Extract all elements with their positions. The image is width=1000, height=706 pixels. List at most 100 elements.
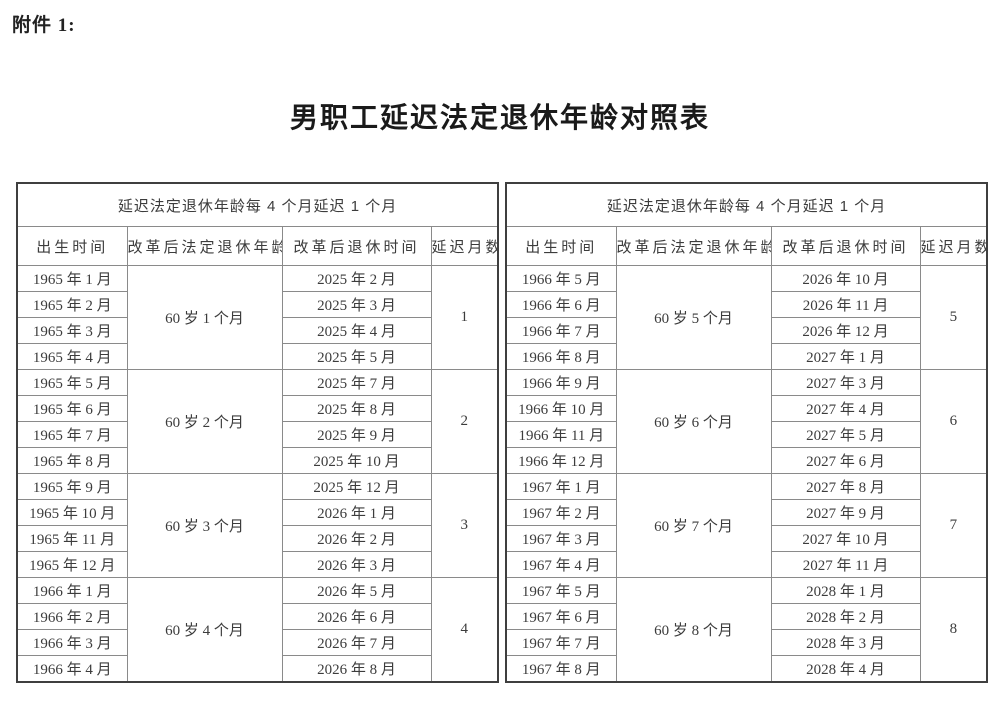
table-row: 1965 年 6 月 2025 年 8 月 [16,395,498,422]
table-row: 1966 年 4 月 2026 年 8 月 [16,655,498,683]
retire-date-cell: 2026 年 5 月 [281,577,432,604]
birth-date-cell: 1965 年 1 月 [16,265,128,292]
group-header-cell: 延迟法定退休年龄每 4 个月延迟 1 个月 [16,182,499,227]
table-row: 1966 年 10 月 2027 年 4 月 [505,395,987,422]
column-header-cell: 改革后退休时间 [770,226,921,266]
birth-date-cell: 1967 年 8 月 [505,655,617,683]
birth-date-cell: 1967 年 1 月 [505,473,617,500]
birth-date-cell: 1965 年 6 月 [16,395,128,422]
birth-date-cell: 1967 年 4 月 [505,551,617,578]
retire-date-cell: 2026 年 8 月 [281,655,432,683]
column-header-row: 出生时间 改革后法定退休年龄 改革后退休时间 延迟月数 [16,226,499,266]
group-header-row: 延迟法定退休年龄每 4 个月延迟 1 个月 [505,182,988,227]
group-header-row: 延迟法定退休年龄每 4 个月延迟 1 个月 [16,182,499,227]
column-header-cell: 改革后法定退休年龄 [615,226,772,266]
retire-date-cell: 2027 年 1 月 [770,343,921,370]
table-row: 1965 年 4 月 2025 年 5 月 [16,343,498,370]
retire-date-cell: 2025 年 3 月 [281,291,432,318]
birth-date-cell: 1967 年 6 月 [505,603,617,630]
column-header-cell: 出生时间 [505,226,617,266]
retirement-age-cell: 60 岁 7 个月 [615,473,772,578]
table-row: 1966 年 7 月 2026 年 12 月 [505,317,987,344]
retirement-table-left: 延迟法定退休年龄每 4 个月延迟 1 个月 出生时间 改革后法定退休年龄 改革后退休时… [16,182,500,683]
table-row: 1965 年 3 月 2025 年 4 月 [16,317,498,344]
retire-date-cell: 2025 年 7 月 [281,369,432,396]
retire-date-cell: 2025 年 12 月 [281,473,432,500]
birth-date-cell: 1967 年 7 月 [505,629,617,656]
retire-date-cell: 2026 年 1 月 [281,499,432,526]
retire-date-cell: 2028 年 3 月 [770,629,921,656]
column-header-row: 出生时间 改革后法定退休年龄 改革后退休时间 延迟月数 [505,226,988,266]
table-row: 1967 年 6 月 2028 年 2 月 [505,603,987,630]
birth-date-cell: 1966 年 9 月 [505,369,617,396]
table-row: 1965 年 10 月 2026 年 1 月 [16,499,498,526]
birth-date-cell: 1966 年 5 月 [505,265,617,292]
retirement-age-cell: 60 岁 6 个月 [615,369,772,474]
birth-date-cell: 1965 年 4 月 [16,343,128,370]
birth-date-cell: 1965 年 5 月 [16,369,128,396]
birth-date-cell: 1966 年 2 月 [16,603,128,630]
birth-date-cell: 1966 年 4 月 [16,655,128,683]
delay-months-cell: 7 [919,473,988,578]
table-row: 1966 年 2 月 2026 年 6 月 [16,603,498,630]
retire-date-cell: 2028 年 1 月 [770,577,921,604]
table-row: 1965 年 7 月 2025 年 9 月 [16,421,498,448]
retire-date-cell: 2026 年 3 月 [281,551,432,578]
retirement-age-cell: 60 岁 1 个月 [126,265,283,370]
retire-date-cell: 2028 年 2 月 [770,603,921,630]
column-header-cell: 改革后退休时间 [281,226,432,266]
retirement-tables: 延迟法定退休年龄每 4 个月延迟 1 个月 出生时间 改革后法定退休年龄 改革后退休时… [16,182,989,683]
birth-date-cell: 1965 年 7 月 [16,421,128,448]
birth-date-cell: 1966 年 11 月 [505,421,617,448]
retire-date-cell: 2026 年 6 月 [281,603,432,630]
retirement-age-cell: 60 岁 8 个月 [615,577,772,683]
retire-date-cell: 2025 年 10 月 [281,447,432,474]
birth-date-cell: 1965 年 3 月 [16,317,128,344]
table-row: 1965 年 2 月 2025 年 3 月 [16,291,498,318]
delay-months-cell: 8 [919,577,988,683]
column-header-cell: 改革后法定退休年龄 [126,226,283,266]
retire-date-cell: 2028 年 4 月 [770,655,921,683]
table-row: 1966 年 6 月 2026 年 11 月 [505,291,987,318]
retire-date-cell: 2027 年 4 月 [770,395,921,422]
birth-date-cell: 1966 年 10 月 [505,395,617,422]
retire-date-cell: 2025 年 2 月 [281,265,432,292]
delay-months-cell: 3 [430,473,499,578]
birth-date-cell: 1966 年 12 月 [505,447,617,474]
birth-date-cell: 1967 年 5 月 [505,577,617,604]
retire-date-cell: 2025 年 9 月 [281,421,432,448]
column-header-cell: 出生时间 [16,226,128,266]
retire-date-cell: 2026 年 2 月 [281,525,432,552]
retire-date-cell: 2025 年 8 月 [281,395,432,422]
birth-date-cell: 1966 年 8 月 [505,343,617,370]
group-header-cell: 延迟法定退休年龄每 4 个月延迟 1 个月 [505,182,988,227]
table-row: 1965 年 8 月 2025 年 10 月 [16,447,498,474]
table-row: 1967 年 8 月 2028 年 4 月 [505,655,987,683]
retire-date-cell: 2026 年 7 月 [281,629,432,656]
column-header-cell: 延迟月数 [919,226,988,266]
birth-date-cell: 1965 年 10 月 [16,499,128,526]
retire-date-cell: 2027 年 3 月 [770,369,921,396]
retire-date-cell: 2027 年 10 月 [770,525,921,552]
table-row: 1966 年 3 月 2026 年 7 月 [16,629,498,656]
table-row: 1966 年 11 月 2027 年 5 月 [505,421,987,448]
retire-date-cell: 2027 年 11 月 [770,551,921,578]
column-header-cell: 延迟月数 [430,226,499,266]
birth-date-cell: 1965 年 2 月 [16,291,128,318]
retire-date-cell: 2026 年 11 月 [770,291,921,318]
retire-date-cell: 2025 年 5 月 [281,343,432,370]
retirement-age-cell: 60 岁 2 个月 [126,369,283,474]
table-row: 1967 年 3 月 2027 年 10 月 [505,525,987,552]
retire-date-cell: 2027 年 5 月 [770,421,921,448]
birth-date-cell: 1966 年 6 月 [505,291,617,318]
delay-months-cell: 5 [919,265,988,370]
birth-date-cell: 1965 年 9 月 [16,473,128,500]
birth-date-cell: 1967 年 2 月 [505,499,617,526]
delay-months-cell: 6 [919,369,988,474]
